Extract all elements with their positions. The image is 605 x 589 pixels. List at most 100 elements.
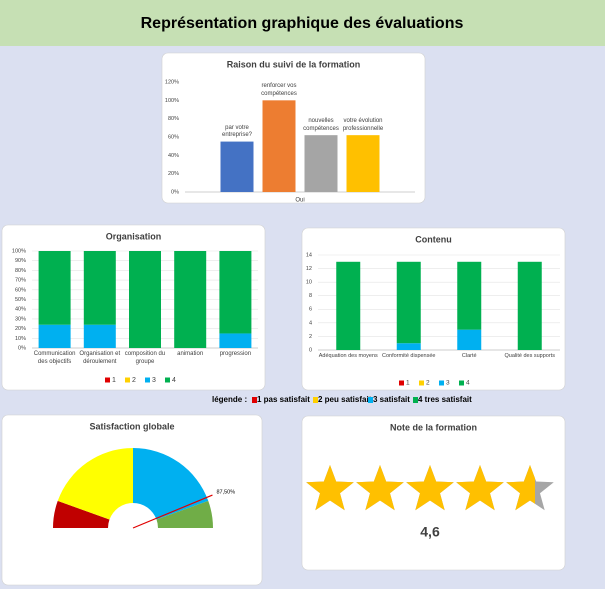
y-tick-label: 20% [168, 171, 179, 177]
x-tick-label: Communication des objectifs [33, 351, 76, 365]
y-tick-label: 120% [165, 79, 179, 85]
bar-series-label: votre évolution professionnelle [342, 118, 384, 132]
legend-swatch [105, 377, 110, 383]
bar-segment [38, 324, 71, 348]
legend-label: 3 [152, 377, 156, 384]
bar-segment [83, 324, 116, 348]
legend-label: 3 [446, 380, 450, 387]
bar-segment [83, 251, 116, 325]
y-tick-label: 10% [15, 336, 26, 342]
chart-title: Note de la formation [390, 422, 477, 432]
y-tick-label: 2 [309, 334, 312, 340]
y-tick-label: 100% [12, 248, 26, 254]
y-tick-label: 60% [168, 134, 179, 140]
legend-note-swatch [313, 397, 318, 403]
x-tick-label: Adéquation des moyens [318, 353, 378, 359]
gauge-value-label: 87,50% [216, 490, 235, 496]
legend-note-swatch [368, 397, 373, 403]
legend-note-swatch [413, 397, 418, 403]
x-tick-label: Clarté [461, 353, 477, 359]
legend-note-item: 2 peu satisfait [318, 395, 372, 404]
legend-note-item: 3 satisfait [373, 395, 410, 404]
y-tick-label: 60% [15, 287, 26, 293]
legend-note-item: 1 pas satisfait [257, 395, 310, 404]
bar-segment [457, 261, 482, 330]
bar-segment [129, 251, 161, 348]
star [406, 465, 454, 511]
legend-swatch [145, 377, 150, 383]
gauge-segment [53, 500, 110, 528]
page-title: Représentation graphique des évaluations [141, 15, 464, 32]
bar-series-label: nouvelles compétences [303, 118, 339, 132]
bar [346, 135, 380, 192]
gauge-segment [156, 500, 214, 528]
legend-swatch [439, 380, 444, 386]
y-tick-label: 40% [15, 307, 26, 313]
header-band [0, 0, 605, 46]
chart-title: Satisfaction globale [89, 421, 174, 431]
gauge-needle [132, 494, 213, 529]
x-tick-label: Organisation et déroulement [79, 351, 121, 365]
legend-label: 1 [112, 377, 116, 384]
bar-segment [38, 251, 71, 325]
bar-segment [457, 329, 482, 350]
legend-note-label: légende : [212, 395, 247, 404]
legend-label: 1 [406, 380, 410, 387]
y-tick-label: 14 [306, 252, 312, 258]
y-tick-label: 40% [168, 153, 179, 159]
bar-segment [517, 261, 542, 350]
star [506, 465, 535, 511]
y-tick-label: 0% [18, 345, 26, 351]
y-tick-label: 0 [309, 347, 312, 353]
bar-segment [219, 333, 252, 348]
legend-label: 2 [426, 380, 430, 387]
y-tick-label: 20% [15, 326, 26, 332]
bar [304, 135, 338, 192]
legend-swatch [399, 380, 404, 386]
x-tick-label: Conformité dispensée [381, 353, 436, 359]
bar-series-label: par votre entreprise? [221, 124, 253, 139]
y-tick-label: 0% [171, 189, 179, 195]
y-tick-label: 100% [165, 98, 179, 104]
star [306, 465, 354, 511]
x-tick-label: Oui [295, 198, 304, 204]
bar-segment [396, 261, 421, 344]
star [456, 465, 504, 511]
bar [262, 100, 296, 192]
x-tick-label: Qualité des supports [504, 353, 555, 359]
y-tick-label: 6 [309, 307, 312, 313]
y-tick-label: 50% [15, 297, 26, 303]
legend-swatch [125, 377, 130, 383]
y-tick-label: 8 [309, 293, 312, 299]
y-tick-label: 30% [15, 316, 26, 322]
bar-segment [219, 251, 252, 334]
legend-label: 2 [132, 377, 136, 384]
y-tick-label: 90% [15, 258, 26, 264]
bar-segment [396, 343, 421, 350]
chart-title: Raison du suivi de la formation [227, 59, 361, 69]
y-tick-label: 4 [309, 320, 312, 326]
legend-label: 4 [172, 377, 176, 384]
bar-segment [336, 261, 361, 350]
bar-segment [174, 251, 207, 348]
legend-note-swatch [252, 397, 257, 403]
chart-title: Organisation [106, 231, 162, 241]
y-tick-label: 80% [168, 116, 179, 122]
y-tick-label: 80% [15, 268, 26, 274]
legend-swatch [165, 377, 170, 383]
gauge-segment [133, 448, 209, 520]
y-tick-label: 12 [306, 266, 312, 272]
star [356, 465, 404, 511]
bar-series-label: renforcer vos compétences [261, 83, 297, 97]
chart-title: Contenu [415, 234, 452, 244]
legend-swatch [459, 380, 464, 386]
y-tick-label: 70% [15, 278, 26, 284]
x-tick-label: composition du groupe [124, 351, 166, 365]
x-tick-label: animation [177, 351, 204, 357]
bar [220, 141, 254, 192]
legend-swatch [419, 380, 424, 386]
gauge-segment [57, 448, 133, 520]
x-tick-label: progression [219, 351, 252, 357]
